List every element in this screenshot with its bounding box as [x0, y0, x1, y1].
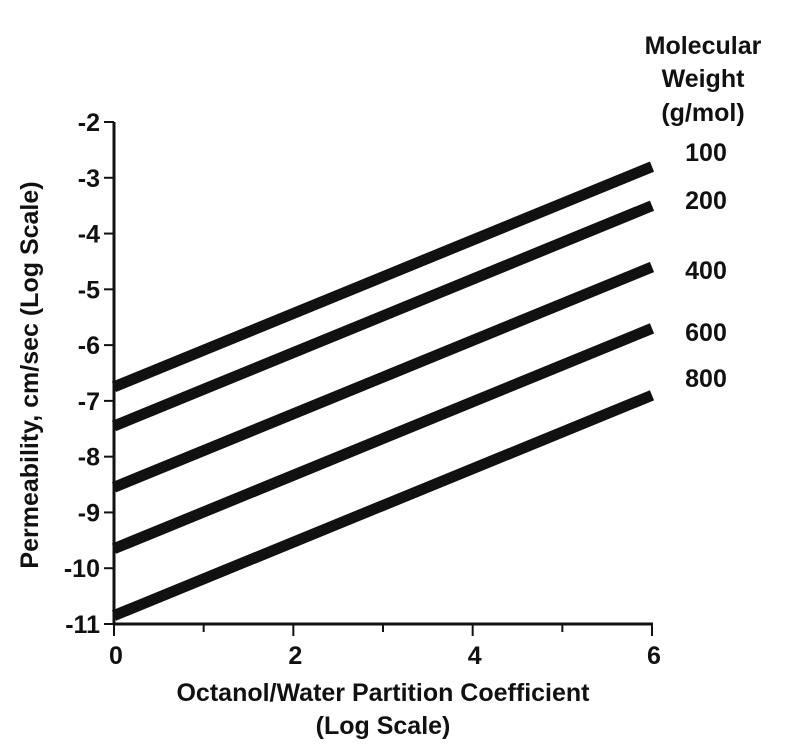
series-line-100 [111, 161, 655, 392]
legend-title-line-3: (g/mol) [661, 99, 744, 127]
series-line-800 [111, 390, 655, 621]
y-axis-title: Permeability, cm/sec (Log Scale) [16, 181, 44, 568]
series-label-100: 100 [685, 139, 727, 167]
y-tick-label: -5 [78, 276, 100, 304]
y-tick-label: -11 [65, 611, 100, 639]
y-tick-label: -4 [78, 221, 100, 249]
x-axis-ticks: 0 2 4 6 [109, 624, 661, 670]
series-label-800: 800 [685, 365, 727, 393]
series-label-400: 400 [685, 257, 727, 285]
y-tick-label: -10 [64, 555, 100, 583]
series-label-200: 200 [685, 187, 727, 215]
series-line-200 [111, 200, 655, 432]
y-axis-ticks: -2 -3 -4 -5 -6 -7 -8 -9 -10 -11 [64, 109, 114, 639]
x-axis-title-line-1: Octanol/Water Partition Coefficient [176, 679, 590, 707]
y-tick-label: -8 [78, 444, 100, 472]
y-tick-label: -7 [78, 388, 100, 416]
series-line-400 [111, 261, 655, 493]
x-tick-label: 0 [109, 642, 123, 670]
x-tick-label: 4 [468, 642, 482, 670]
y-tick-label: -2 [78, 109, 100, 137]
x-tick-label: 2 [288, 642, 302, 670]
series-lines [111, 161, 655, 621]
legend-title-line-1: Molecular [645, 32, 762, 60]
series-labels: 100 200 400 600 800 [685, 139, 727, 393]
y-tick-label: -6 [78, 332, 100, 360]
x-axis-title-line-2: (Log Scale) [316, 712, 451, 740]
y-tick-label: -3 [78, 165, 100, 193]
legend-title-line-2: Weight [662, 65, 746, 93]
x-tick-label: 6 [647, 642, 661, 670]
series-line-600 [111, 323, 655, 554]
y-tick-label: -9 [78, 499, 100, 527]
series-label-600: 600 [685, 319, 727, 347]
